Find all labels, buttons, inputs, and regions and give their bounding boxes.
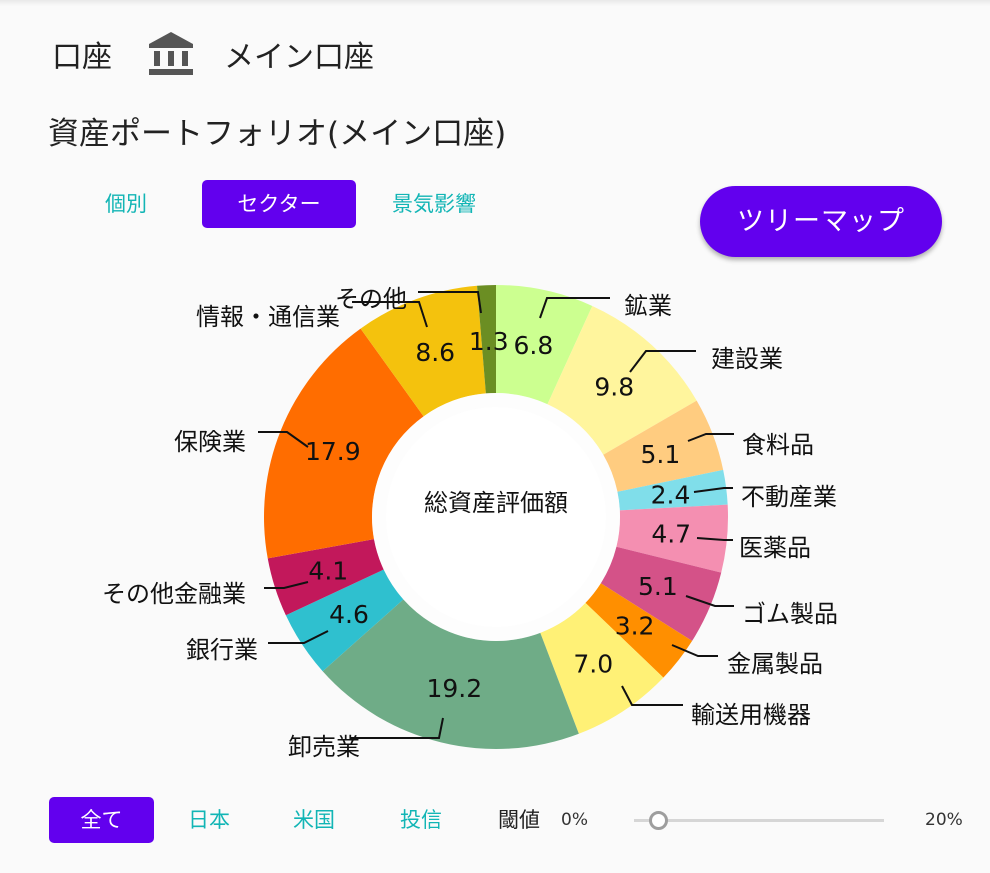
slice-category-label-3: 不動産業 bbox=[741, 483, 837, 511]
leader-line-3 bbox=[693, 487, 733, 493]
slice-value-label-7: 7.0 bbox=[573, 650, 613, 679]
threshold-slider-thumb[interactable] bbox=[649, 811, 668, 830]
slice-value-label-12: 8.6 bbox=[415, 338, 455, 367]
threshold-label: 閾値 bbox=[498, 808, 540, 832]
slice-category-label-12: 情報・通信業 bbox=[196, 303, 340, 331]
donut-center-label: 総資産評価額 bbox=[424, 489, 568, 517]
slice-2[interactable] bbox=[603, 400, 724, 492]
donut-hole bbox=[386, 407, 606, 627]
donut-inner-ring bbox=[372, 393, 620, 641]
tab-sector[interactable]: セクター bbox=[202, 180, 356, 228]
leader-line-7 bbox=[621, 685, 683, 706]
filter-all[interactable]: 全て bbox=[49, 797, 154, 843]
filter-us[interactable]: 米国 bbox=[293, 808, 335, 832]
account-name[interactable]: メイン口座 bbox=[224, 40, 374, 75]
tab-economic-impact[interactable]: 景気影響 bbox=[392, 192, 476, 216]
leader-line-9 bbox=[268, 630, 329, 644]
slice-value-label-0: 6.8 bbox=[514, 331, 554, 360]
slice-3[interactable] bbox=[617, 469, 728, 511]
account-label: 口座 bbox=[52, 40, 112, 75]
slice-10[interactable] bbox=[267, 539, 384, 616]
slice-category-label-5: ゴム製品 bbox=[742, 600, 838, 628]
slice-category-label-11: 保険業 bbox=[174, 428, 246, 456]
slice-value-label-6: 3.2 bbox=[615, 611, 655, 640]
leader-line-1 bbox=[629, 350, 696, 373]
leader-line-5 bbox=[685, 595, 734, 607]
threshold-max-label: 20% bbox=[925, 810, 963, 830]
slice-category-label-8: 卸売業 bbox=[288, 733, 360, 761]
tab-individual[interactable]: 個別 bbox=[105, 192, 147, 216]
slice-value-label-9: 4.6 bbox=[329, 600, 369, 629]
slice-category-label-1: 建設業 bbox=[711, 345, 783, 373]
leader-line-2 bbox=[687, 433, 734, 442]
status-strip bbox=[0, 0, 990, 6]
slice-category-label-13: その他 bbox=[335, 285, 407, 313]
leader-line-4 bbox=[696, 537, 733, 541]
slice-7[interactable] bbox=[540, 602, 664, 734]
slice-category-label-6: 金属製品 bbox=[727, 650, 823, 678]
slice-value-label-8: 19.2 bbox=[426, 674, 482, 703]
account-header: 口座 メイン口座 bbox=[52, 30, 374, 78]
leader-line-11 bbox=[258, 431, 309, 448]
slice-value-label-1: 9.8 bbox=[594, 373, 634, 402]
filter-japan[interactable]: 日本 bbox=[188, 808, 230, 832]
leader-line-10 bbox=[264, 581, 309, 589]
leader-line-13 bbox=[418, 291, 482, 314]
slice-value-label-13: 1.3 bbox=[469, 327, 509, 356]
slice-8[interactable] bbox=[322, 599, 579, 750]
leader-line-6 bbox=[671, 644, 718, 657]
slice-value-label-10: 4.1 bbox=[308, 556, 348, 585]
slice-category-label-2: 食料品 bbox=[742, 431, 814, 459]
leader-line-8 bbox=[350, 717, 444, 739]
slice-11[interactable] bbox=[264, 328, 424, 559]
treemap-button[interactable]: ツリーマップ bbox=[700, 186, 942, 257]
slice-value-label-2: 5.1 bbox=[641, 440, 681, 469]
slice-category-label-7: 輸送用機器 bbox=[691, 701, 811, 729]
leader-line-12 bbox=[352, 301, 428, 328]
slice-4[interactable] bbox=[616, 504, 729, 573]
slice-value-label-11: 17.9 bbox=[305, 437, 361, 466]
slice-0[interactable] bbox=[496, 285, 593, 405]
slice-1[interactable] bbox=[547, 305, 697, 455]
leader-line-0 bbox=[539, 297, 610, 319]
slice-9[interactable] bbox=[285, 569, 404, 672]
slice-value-label-5: 5.1 bbox=[638, 572, 678, 601]
slice-value-label-3: 2.4 bbox=[651, 480, 691, 509]
slice-category-label-0: 鉱業 bbox=[624, 292, 672, 320]
slice-5[interactable] bbox=[600, 546, 722, 641]
filter-funds[interactable]: 投信 bbox=[400, 808, 442, 832]
slice-category-label-4: 医薬品 bbox=[739, 534, 811, 562]
page-title: 資産ポートフォリオ(メイン口座) bbox=[48, 116, 507, 152]
threshold-min-label: 0% bbox=[561, 810, 588, 830]
threshold-slider-track[interactable] bbox=[634, 819, 884, 822]
slice-12[interactable] bbox=[360, 285, 486, 417]
bank-icon bbox=[149, 32, 193, 75]
slice-6[interactable] bbox=[585, 583, 693, 678]
slice-category-label-10: その他金融業 bbox=[102, 580, 246, 608]
slice-category-label-9: 銀行業 bbox=[186, 636, 258, 664]
slice-value-label-4: 4.7 bbox=[651, 520, 691, 549]
